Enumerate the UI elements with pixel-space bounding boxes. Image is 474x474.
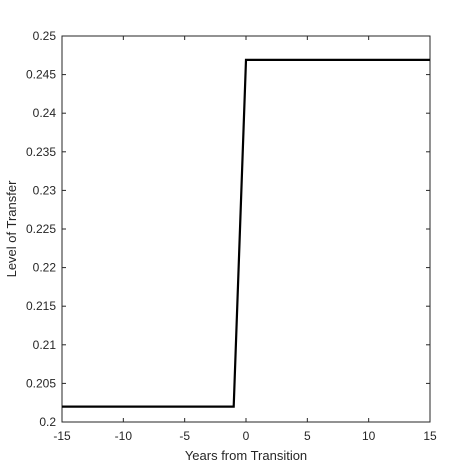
x-axis-label: Years from Transition bbox=[185, 448, 307, 463]
x-tick-label: -15 bbox=[53, 429, 71, 443]
y-axis-label: Level of Transfer bbox=[4, 180, 19, 277]
x-tick-label: 10 bbox=[362, 429, 376, 443]
y-tick-label: 0.215 bbox=[26, 299, 56, 313]
y-tick-label: 0.22 bbox=[33, 261, 57, 275]
y-tick-label: 0.205 bbox=[26, 376, 56, 390]
y-tick-label: 0.25 bbox=[33, 29, 57, 43]
y-tick-label: 0.225 bbox=[26, 222, 56, 236]
x-tick-label: -5 bbox=[179, 429, 190, 443]
y-tick-label: 0.21 bbox=[33, 338, 57, 352]
plot-area bbox=[61, 35, 431, 423]
y-tick-label: 0.245 bbox=[26, 68, 56, 82]
series-line bbox=[62, 58, 430, 408]
x-axis-ticks: -15 -10 -5 0 5 10 15 bbox=[53, 36, 437, 443]
y-tick-label: 0.24 bbox=[33, 106, 57, 120]
series-layer bbox=[62, 58, 430, 408]
x-tick-label: 15 bbox=[423, 429, 437, 443]
y-tick-label: 0.235 bbox=[26, 145, 56, 159]
y-tick-label: 0.23 bbox=[33, 183, 57, 197]
x-tick-label: 5 bbox=[304, 429, 311, 443]
x-tick-label: -10 bbox=[115, 429, 133, 443]
x-tick-label: 0 bbox=[243, 429, 250, 443]
y-tick-label: 0.2 bbox=[39, 415, 56, 429]
y-axis-ticks: 0.2 0.205 0.21 0.215 0.22 0.225 0.23 0.235 0.24 0… bbox=[26, 29, 430, 429]
